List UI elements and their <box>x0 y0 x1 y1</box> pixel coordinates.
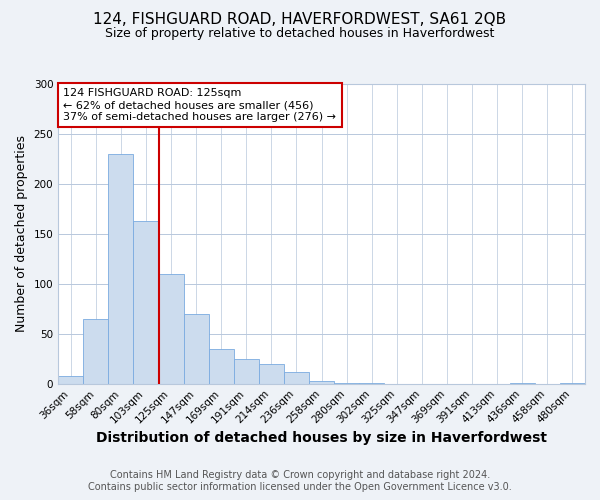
Bar <box>259 364 284 384</box>
Bar <box>284 372 309 384</box>
Bar <box>560 382 585 384</box>
Bar <box>234 358 259 384</box>
X-axis label: Distribution of detached houses by size in Haverfordwest: Distribution of detached houses by size … <box>96 431 547 445</box>
Bar <box>510 382 535 384</box>
Bar <box>158 274 184 384</box>
Bar <box>133 221 158 384</box>
Bar <box>309 380 334 384</box>
Bar <box>334 382 359 384</box>
Y-axis label: Number of detached properties: Number of detached properties <box>15 136 28 332</box>
Text: Contains public sector information licensed under the Open Government Licence v3: Contains public sector information licen… <box>88 482 512 492</box>
Bar <box>58 376 83 384</box>
Text: Size of property relative to detached houses in Haverfordwest: Size of property relative to detached ho… <box>106 28 494 40</box>
Text: 124, FISHGUARD ROAD, HAVERFORDWEST, SA61 2QB: 124, FISHGUARD ROAD, HAVERFORDWEST, SA61… <box>94 12 506 28</box>
Bar <box>209 349 234 384</box>
Bar <box>109 154 133 384</box>
Bar <box>184 314 209 384</box>
Text: 124 FISHGUARD ROAD: 125sqm
← 62% of detached houses are smaller (456)
37% of sem: 124 FISHGUARD ROAD: 125sqm ← 62% of deta… <box>64 88 337 122</box>
Text: Contains HM Land Registry data © Crown copyright and database right 2024.: Contains HM Land Registry data © Crown c… <box>110 470 490 480</box>
Bar <box>83 319 109 384</box>
Bar <box>359 382 385 384</box>
